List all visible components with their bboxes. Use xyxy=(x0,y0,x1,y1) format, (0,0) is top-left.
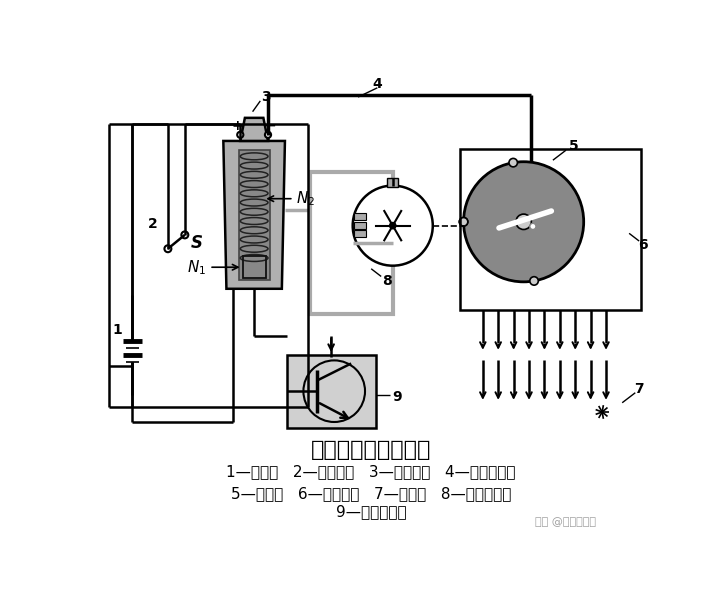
Text: 5: 5 xyxy=(569,139,579,153)
Circle shape xyxy=(460,217,468,226)
Circle shape xyxy=(265,132,271,138)
Circle shape xyxy=(352,186,433,266)
Circle shape xyxy=(460,217,468,226)
Bar xyxy=(460,149,642,310)
Circle shape xyxy=(530,223,536,229)
Polygon shape xyxy=(240,118,268,141)
Text: S: S xyxy=(191,233,203,251)
Bar xyxy=(310,172,393,314)
Text: 知乎 @汽车爱知家: 知乎 @汽车爱知家 xyxy=(535,517,596,527)
Circle shape xyxy=(463,162,584,282)
Circle shape xyxy=(530,276,538,285)
Text: 点火系的工作原理图: 点火系的工作原理图 xyxy=(311,441,431,460)
Text: 6: 6 xyxy=(638,238,648,252)
Text: 3: 3 xyxy=(261,90,270,104)
Bar xyxy=(355,230,366,237)
Bar xyxy=(287,355,376,428)
Circle shape xyxy=(181,232,188,238)
Text: −: − xyxy=(262,116,276,134)
Text: 1: 1 xyxy=(112,322,122,337)
Circle shape xyxy=(516,214,531,229)
Circle shape xyxy=(389,222,397,229)
Bar xyxy=(243,257,265,278)
Text: 5—配电器   6—分高压线   7—火花塞   8—信号发生器: 5—配电器 6—分高压线 7—火花塞 8—信号发生器 xyxy=(231,486,511,501)
Bar xyxy=(239,150,270,279)
Text: 4: 4 xyxy=(373,77,382,91)
Circle shape xyxy=(509,158,518,167)
Text: 7: 7 xyxy=(634,382,644,396)
Text: $N_1$: $N_1$ xyxy=(187,258,238,276)
Text: +: + xyxy=(231,119,243,133)
Text: 1—蓄电池   2—点火开关   3—点火线圈   4—中央高压线: 1—蓄电池 2—点火开关 3—点火线圈 4—中央高压线 xyxy=(226,464,516,479)
Bar xyxy=(387,178,398,187)
Text: 9: 9 xyxy=(392,390,402,404)
Text: 2: 2 xyxy=(148,217,157,231)
Text: 9—点火控制器: 9—点火控制器 xyxy=(336,504,407,519)
Text: $N_2$: $N_2$ xyxy=(268,189,315,208)
Bar xyxy=(355,213,366,220)
Circle shape xyxy=(165,245,171,252)
Polygon shape xyxy=(223,141,285,289)
Circle shape xyxy=(237,132,244,138)
Text: 8: 8 xyxy=(381,274,392,288)
Bar xyxy=(355,222,366,229)
